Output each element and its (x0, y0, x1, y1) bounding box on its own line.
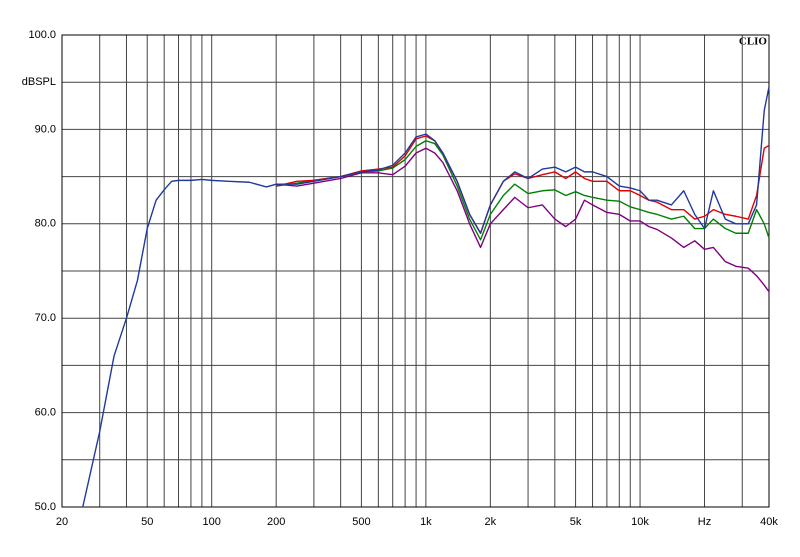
y-tick-label: 60.0 (35, 407, 56, 419)
x-tick-label: 2k (485, 516, 497, 528)
x-tick-label: 1k (420, 516, 432, 528)
series-line (276, 140, 770, 241)
series-line (276, 135, 770, 234)
y-tick-label: 80.0 (35, 218, 56, 230)
brand-label: CLIO (739, 36, 768, 48)
y-tick-label: 100.0 (28, 29, 56, 41)
plot-border (61, 34, 770, 508)
series-line (276, 147, 770, 293)
x-tick-label: 10k (631, 516, 649, 528)
y-tick-label: 50.0 (35, 501, 56, 513)
y-tick-label: 90.0 (35, 123, 56, 135)
series-line (82, 86, 770, 508)
x-tick-label: 20 (56, 516, 68, 528)
y-tick-label: dBSPL (22, 76, 56, 88)
x-tick-label: 200 (267, 516, 285, 528)
x-tick-label: 100 (203, 516, 221, 528)
y-tick-label: 70.0 (35, 312, 56, 324)
x-tick-label: 50 (141, 516, 153, 528)
x-tick-label: 500 (352, 516, 370, 528)
x-tick-label: 40k (760, 516, 778, 528)
x-tick-label: Hz (698, 516, 711, 528)
x-tick-label: 5k (570, 516, 582, 528)
